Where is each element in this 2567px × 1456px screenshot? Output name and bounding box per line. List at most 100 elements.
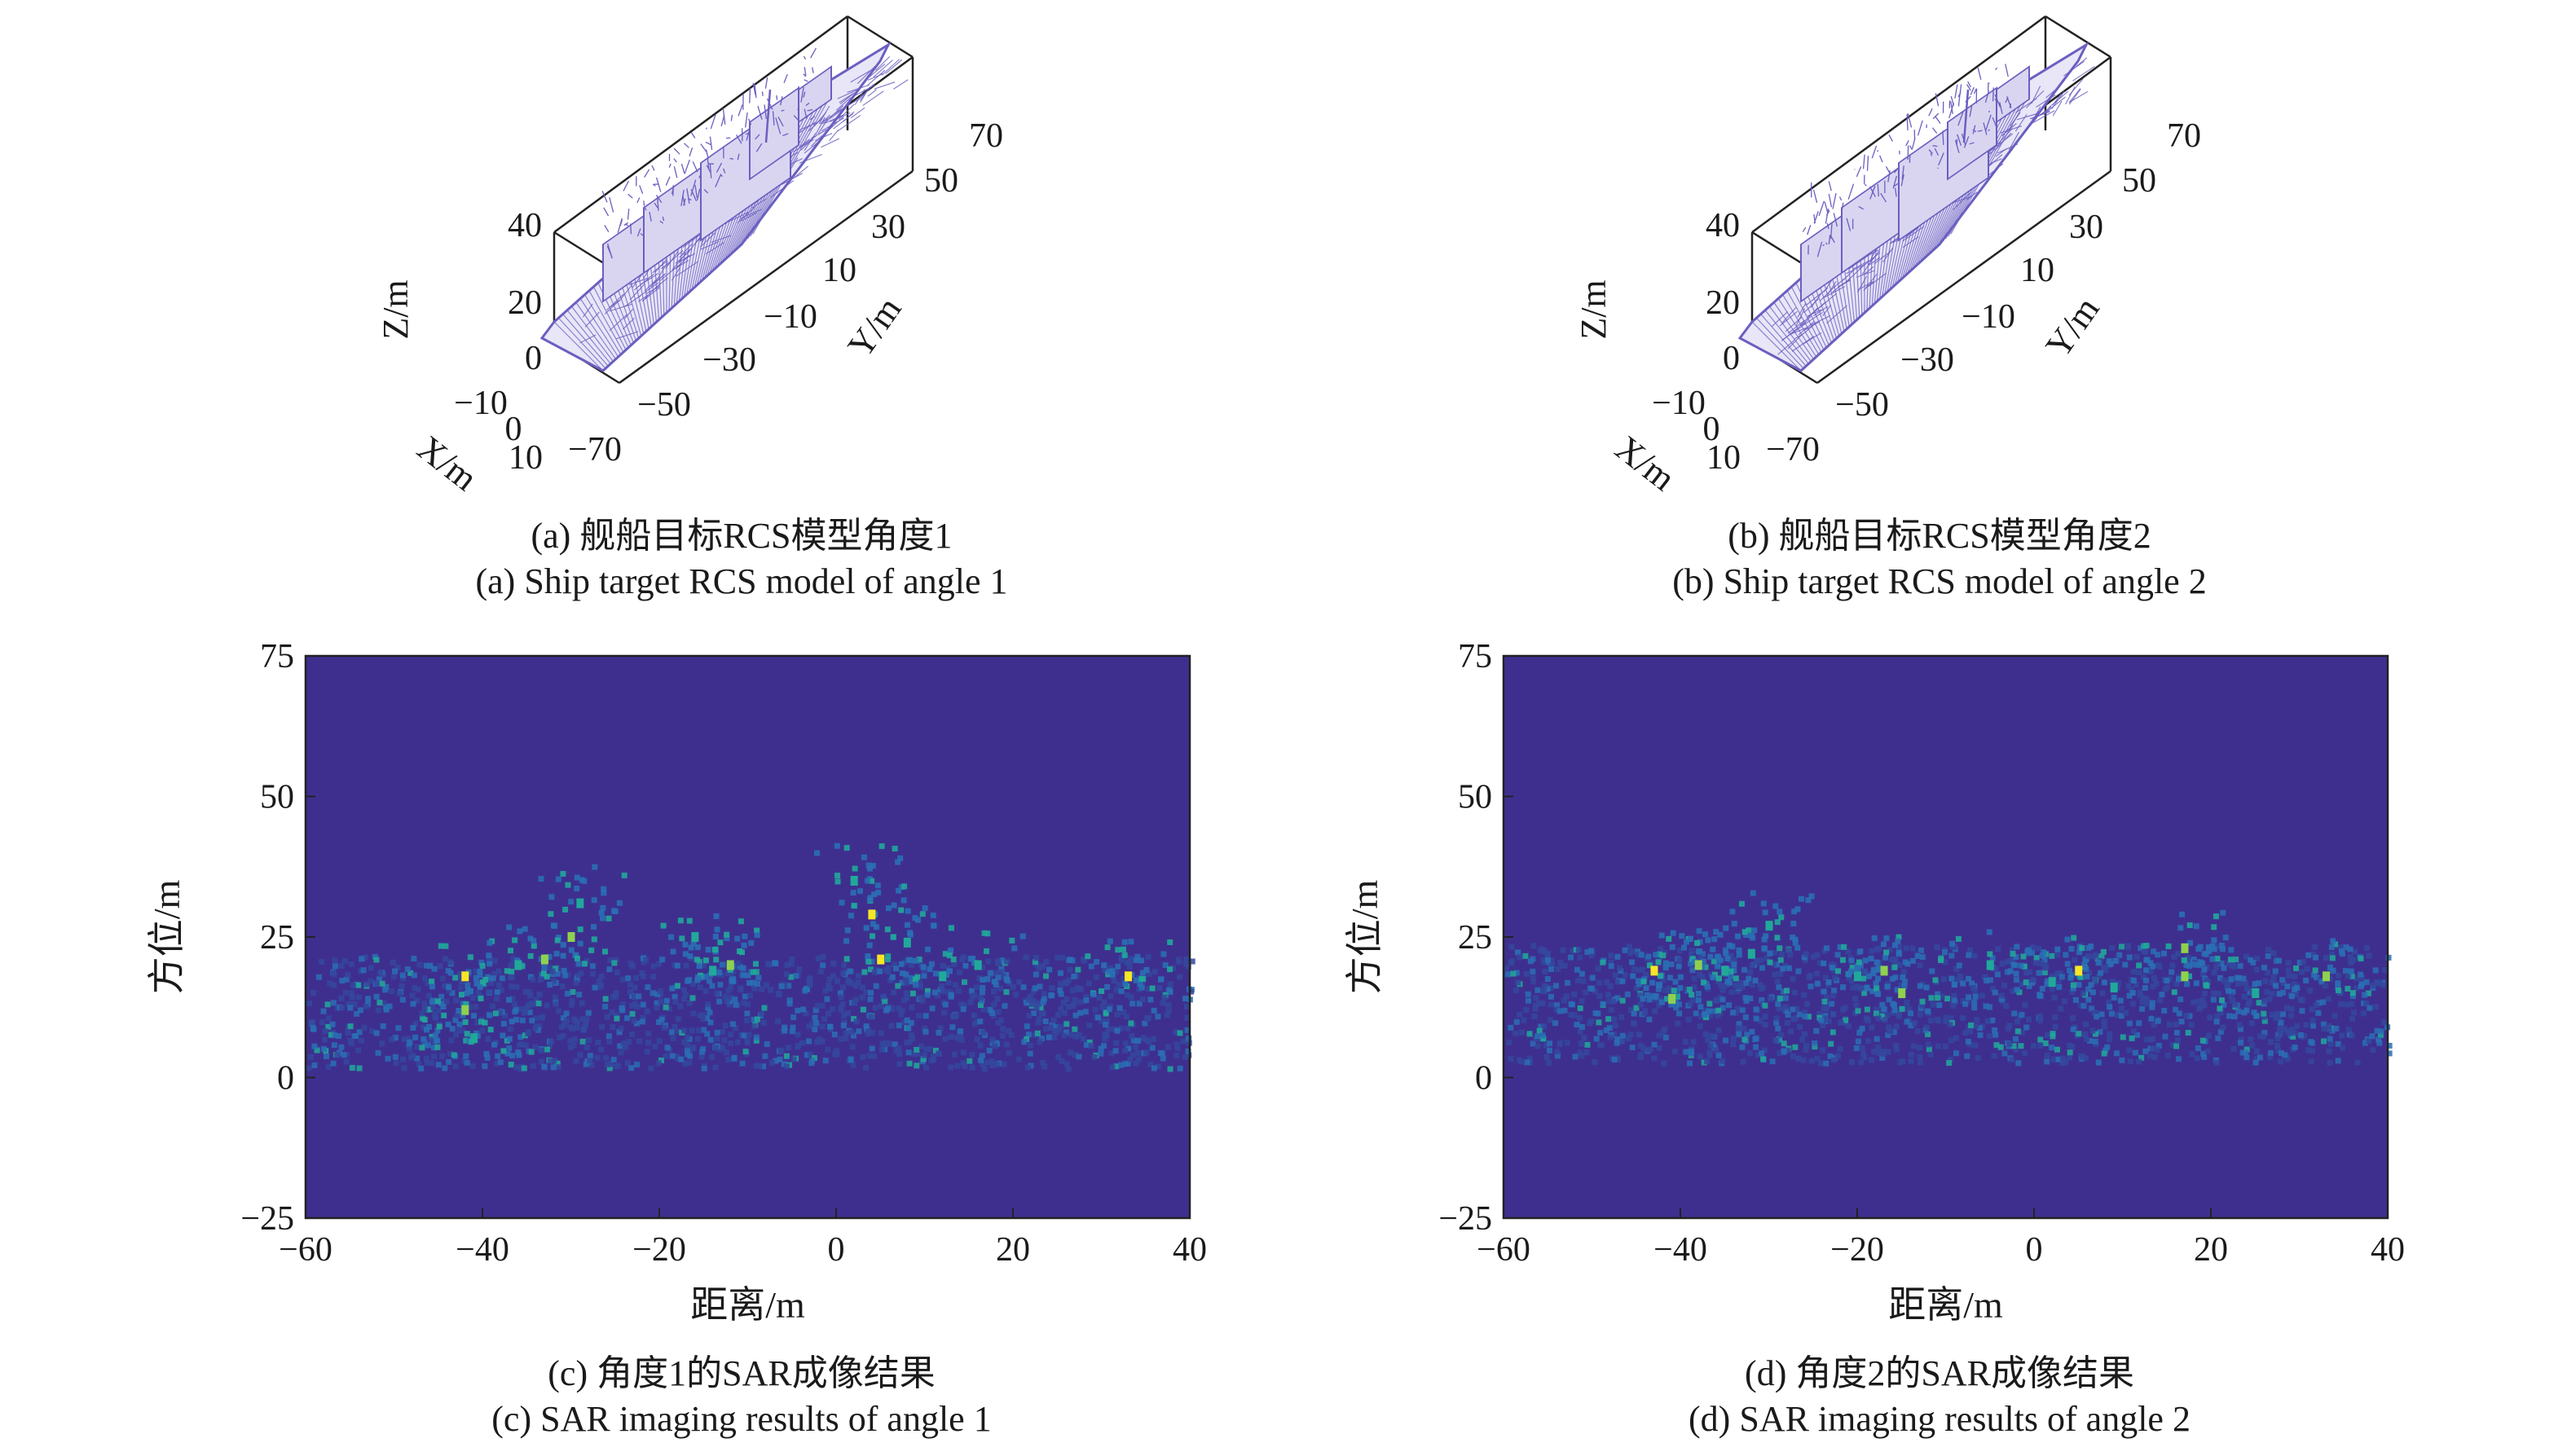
sar-cell bbox=[945, 988, 952, 995]
sar-cell bbox=[762, 1053, 768, 1059]
mesh-line bbox=[1794, 332, 1806, 340]
sar-cell bbox=[608, 1061, 614, 1067]
sar-cell bbox=[2282, 1052, 2288, 1058]
sar-cell bbox=[1951, 944, 1957, 950]
sar-cell bbox=[527, 992, 534, 999]
sar-cell bbox=[2010, 1043, 2017, 1049]
sar-cell bbox=[2023, 1024, 2030, 1031]
sar-cell bbox=[2013, 970, 2019, 977]
sar-cell bbox=[1803, 957, 1809, 964]
sar-cell bbox=[981, 930, 988, 936]
sar-cell bbox=[2278, 1058, 2284, 1065]
sar-cell bbox=[1180, 1038, 1187, 1045]
sar-cell bbox=[1780, 966, 1786, 972]
sar-cell bbox=[1547, 1040, 1553, 1047]
sar-cell bbox=[1908, 1010, 1914, 1017]
sar-cell bbox=[714, 1029, 720, 1036]
box-edge bbox=[619, 169, 914, 385]
mesh-line bbox=[694, 184, 698, 198]
sar-cell bbox=[861, 969, 868, 975]
sar-cell bbox=[1821, 1005, 1827, 1012]
sar-cell bbox=[789, 1028, 795, 1035]
sar-cell bbox=[1705, 1037, 1711, 1044]
sar-cell bbox=[814, 1003, 821, 1010]
sar-cell bbox=[1992, 989, 1998, 996]
box-edge bbox=[1816, 169, 2111, 385]
sar-cell bbox=[331, 982, 337, 988]
sar-cell bbox=[1939, 993, 1945, 1000]
sar-cell bbox=[1037, 983, 1043, 990]
sar-cell bbox=[877, 968, 883, 974]
sar-cell bbox=[821, 1016, 828, 1023]
sar-cell bbox=[2153, 980, 2160, 987]
sar-cell bbox=[709, 983, 716, 989]
sar-cell bbox=[1608, 1006, 1614, 1013]
sar-cell bbox=[677, 1003, 684, 1010]
sar-cell bbox=[531, 938, 537, 944]
sar-cell bbox=[1101, 1043, 1107, 1049]
sar-cell bbox=[905, 908, 911, 914]
mesh-line bbox=[566, 310, 611, 364]
sar-cell bbox=[2349, 973, 2355, 979]
sar-cell bbox=[1107, 993, 1114, 1000]
sar-cell bbox=[1839, 1006, 1846, 1013]
sar-cell bbox=[945, 979, 952, 986]
sar-cell bbox=[2072, 996, 2079, 1003]
sar-cell bbox=[2358, 983, 2364, 990]
sar-cell bbox=[2077, 1002, 2084, 1009]
sar-cell bbox=[1048, 992, 1055, 999]
sar-cell bbox=[2084, 974, 2090, 980]
sar-cell bbox=[2291, 981, 2297, 988]
mesh-line bbox=[1928, 149, 1933, 154]
mesh-line bbox=[752, 93, 833, 235]
sar-cell bbox=[848, 980, 855, 987]
sar-cell bbox=[2005, 1025, 2011, 1032]
sar-cell bbox=[2049, 974, 2055, 980]
mesh-line bbox=[1816, 241, 1823, 257]
sar-cell bbox=[1893, 1046, 1900, 1053]
sar-cell bbox=[425, 1042, 431, 1049]
sar-cell bbox=[2261, 964, 2267, 970]
mesh-line bbox=[772, 111, 775, 125]
sar-cell bbox=[1009, 937, 1015, 944]
sar-cell bbox=[809, 1058, 816, 1064]
sar-cell bbox=[1697, 971, 1703, 978]
sar-cell bbox=[1083, 994, 1090, 1001]
sar-cell bbox=[1998, 996, 2005, 1003]
sar-cell bbox=[1917, 1011, 1923, 1018]
sar-cell bbox=[2365, 990, 2371, 996]
sar-cell bbox=[1149, 1045, 1156, 1051]
sar-cell bbox=[1662, 960, 1669, 966]
mesh-line bbox=[2005, 97, 2009, 103]
sar-cell bbox=[2042, 1040, 2049, 1047]
sar-cell bbox=[350, 982, 356, 988]
bright-scatterer bbox=[726, 960, 734, 970]
sar-cell bbox=[1701, 979, 1707, 986]
sar-cell bbox=[1777, 908, 1783, 915]
sar-cell bbox=[1927, 1051, 1934, 1058]
sar-cell bbox=[346, 1001, 352, 1007]
sar-cell bbox=[1829, 965, 1835, 971]
sar-cell bbox=[314, 1047, 320, 1054]
mesh-line bbox=[652, 183, 656, 187]
sar-cell bbox=[2055, 979, 2062, 986]
sar-cell bbox=[573, 979, 579, 986]
sar-cell bbox=[867, 996, 874, 1002]
sar-cell bbox=[1763, 933, 1769, 939]
sar-cell bbox=[2014, 1028, 2021, 1035]
mesh-line bbox=[681, 243, 693, 255]
sar-cell bbox=[1136, 1056, 1143, 1062]
sar-cell bbox=[568, 947, 575, 953]
sar-cell bbox=[1575, 946, 1582, 952]
sar-cell bbox=[533, 1015, 539, 1022]
sar-cell bbox=[729, 994, 735, 1001]
sar-cell bbox=[2036, 992, 2043, 998]
sar-cell bbox=[1088, 1042, 1094, 1049]
sar-cell bbox=[1560, 947, 1566, 953]
sar-cell bbox=[2238, 1036, 2244, 1043]
sar-cell bbox=[650, 974, 657, 980]
sar-cell bbox=[2021, 1050, 2028, 1057]
sar-cell bbox=[1668, 1001, 1675, 1008]
sar-cell bbox=[574, 955, 580, 961]
sar-cell bbox=[1614, 979, 1621, 985]
